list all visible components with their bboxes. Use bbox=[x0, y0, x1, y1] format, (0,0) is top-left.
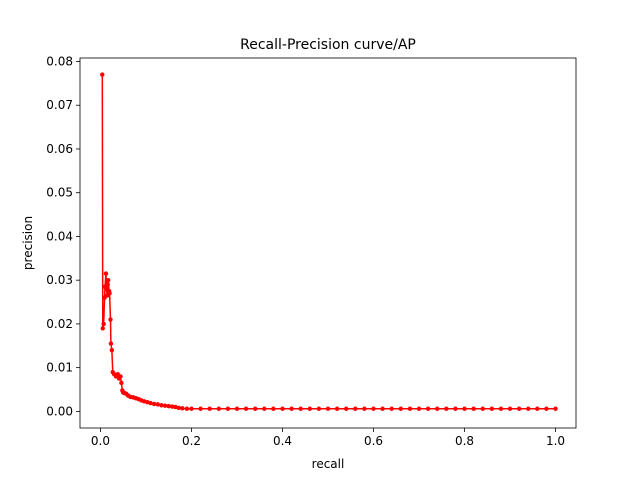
y-axis-label: precision bbox=[21, 216, 35, 270]
data-point bbox=[453, 406, 458, 411]
data-point bbox=[407, 406, 413, 411]
data-point bbox=[198, 406, 203, 411]
y-tick-label: 0.01 bbox=[46, 361, 73, 375]
data-point bbox=[106, 277, 111, 283]
data-point bbox=[155, 402, 161, 407]
data-point bbox=[398, 406, 404, 411]
y-tick-label: 0.00 bbox=[46, 404, 73, 418]
data-point bbox=[544, 406, 549, 411]
data-point bbox=[119, 380, 124, 386]
data-point bbox=[471, 406, 476, 411]
data-point bbox=[307, 406, 312, 411]
data-point bbox=[516, 406, 522, 411]
data-point bbox=[416, 406, 422, 411]
data-point bbox=[100, 326, 105, 331]
data-point bbox=[234, 406, 240, 411]
data-point bbox=[225, 406, 231, 411]
x-tick-label: 0.0 bbox=[91, 434, 110, 448]
data-point bbox=[344, 406, 349, 411]
data-point bbox=[498, 406, 504, 411]
data-point bbox=[148, 400, 153, 406]
data-point bbox=[334, 406, 340, 411]
y-tick-label: 0.06 bbox=[46, 142, 73, 156]
data-point bbox=[462, 406, 467, 411]
data-point bbox=[316, 406, 322, 411]
chart-title: Recall-Precision curve/AP bbox=[240, 37, 416, 53]
data-point bbox=[162, 403, 168, 408]
data-point bbox=[109, 347, 115, 353]
data-point bbox=[105, 282, 110, 287]
data-point bbox=[103, 271, 109, 276]
y-tick-label: 0.04 bbox=[46, 229, 73, 243]
x-tick-label: 0.4 bbox=[273, 434, 292, 448]
y-tick-label: 0.08 bbox=[46, 54, 73, 68]
x-tick-label: 0.8 bbox=[455, 434, 474, 448]
data-point bbox=[166, 403, 171, 409]
data-point bbox=[425, 406, 431, 411]
data-point bbox=[298, 406, 303, 411]
data-point bbox=[176, 405, 181, 411]
data-point bbox=[380, 406, 385, 411]
data-point bbox=[107, 291, 112, 296]
y-tick-label: 0.03 bbox=[46, 273, 73, 287]
data-point bbox=[108, 341, 114, 346]
data-point bbox=[207, 406, 212, 411]
data-point bbox=[553, 406, 558, 411]
data-point bbox=[118, 374, 123, 379]
x-tick-label: 0.6 bbox=[364, 434, 383, 448]
x-axis-ticks: 0.0 0.2 0.4 0.6 0.8 1.0 bbox=[91, 428, 565, 448]
data-point bbox=[189, 406, 194, 411]
data-point bbox=[262, 406, 267, 411]
data-point bbox=[444, 406, 449, 411]
data-point bbox=[271, 406, 276, 411]
data-point bbox=[108, 317, 113, 322]
data-point bbox=[526, 406, 531, 411]
data-point bbox=[159, 403, 164, 408]
data-point bbox=[289, 406, 294, 411]
data-point bbox=[184, 406, 190, 411]
series-layer bbox=[100, 72, 558, 411]
y-tick-label: 0.02 bbox=[46, 317, 73, 331]
data-point bbox=[325, 406, 331, 411]
data-point bbox=[216, 406, 221, 411]
y-tick-label: 0.05 bbox=[46, 186, 73, 200]
data-point bbox=[151, 401, 157, 407]
x-axis-label: recall bbox=[312, 457, 345, 471]
plot-frame bbox=[79, 57, 577, 429]
x-tick-label: 1.0 bbox=[546, 434, 565, 448]
data-point bbox=[252, 406, 258, 411]
y-axis-ticks: 0.00 0.01 0.02 0.03 0.04 0.05 0.06 0.07 0.08 bbox=[46, 54, 80, 418]
data-point bbox=[371, 406, 376, 411]
data-point bbox=[101, 321, 106, 327]
data-point bbox=[280, 406, 285, 411]
data-point bbox=[480, 406, 485, 411]
y-tick-label: 0.07 bbox=[46, 98, 73, 112]
data-point bbox=[489, 406, 495, 411]
data-point bbox=[362, 406, 367, 411]
data-point bbox=[353, 406, 358, 411]
x-tick-label: 0.2 bbox=[182, 434, 201, 448]
data-point bbox=[243, 406, 249, 411]
data-point bbox=[535, 406, 540, 411]
data-point bbox=[435, 406, 440, 411]
data-point bbox=[100, 72, 105, 77]
data-point bbox=[180, 406, 185, 411]
data-point bbox=[507, 406, 513, 411]
data-point bbox=[389, 406, 394, 411]
